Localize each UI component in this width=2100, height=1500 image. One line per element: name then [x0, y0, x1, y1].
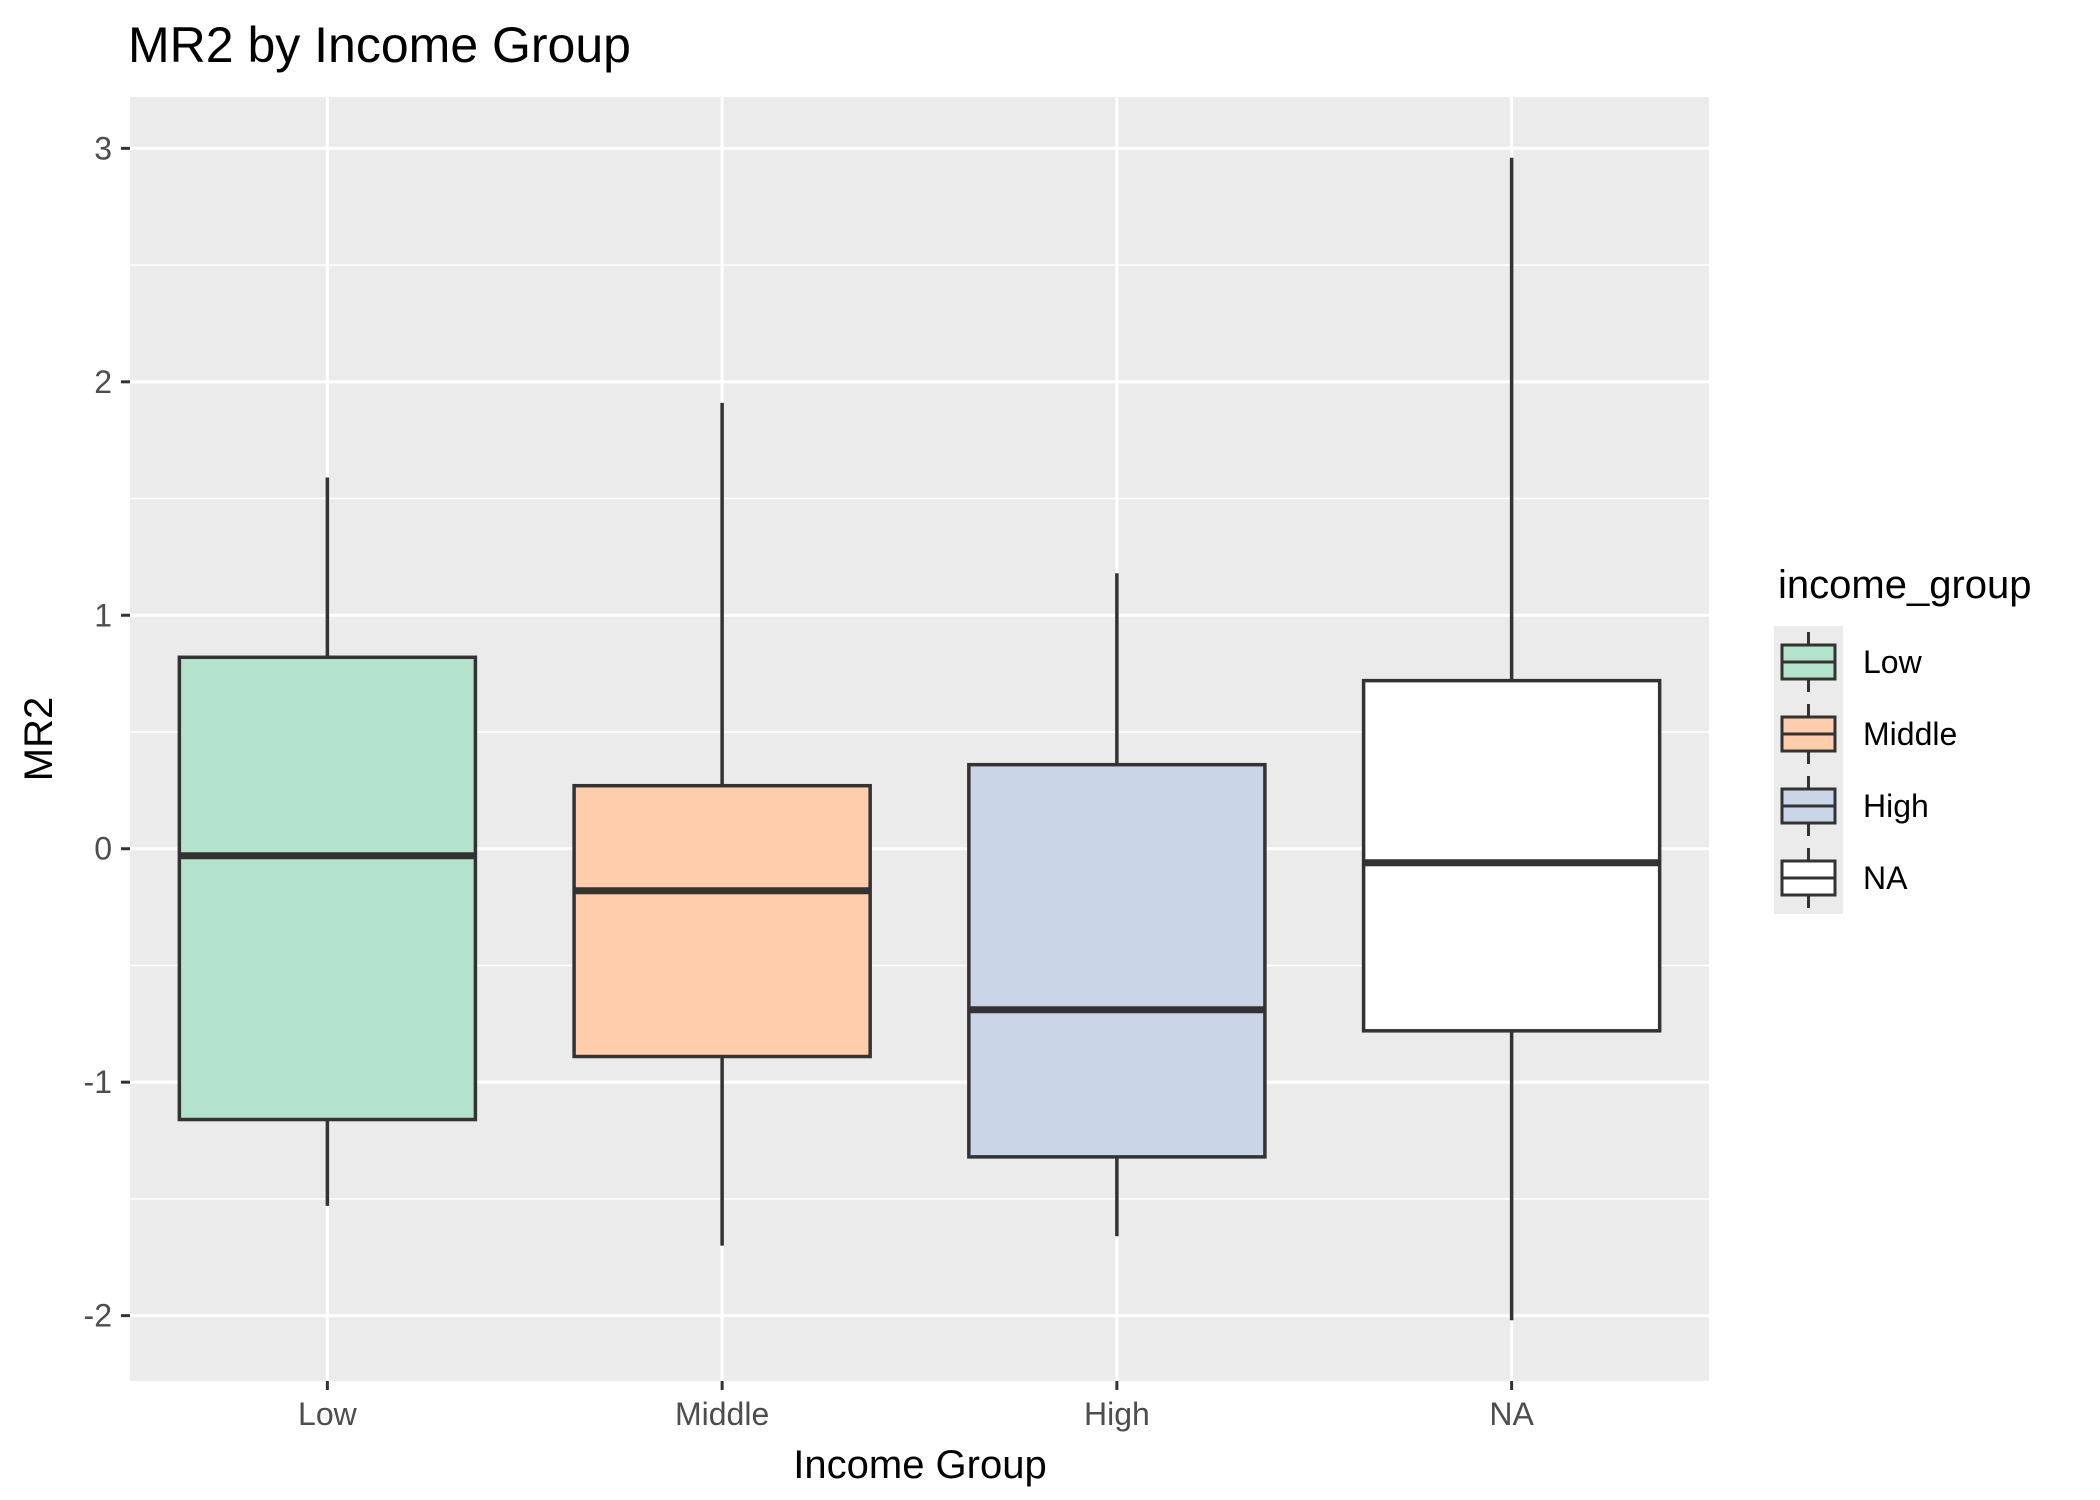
box-high: [967, 573, 1267, 1237]
y-tick-label: 2: [94, 364, 112, 400]
y-axis-title: MR2: [17, 697, 61, 781]
y-tick-label: 1: [94, 597, 112, 633]
legend-item-high: High: [1780, 776, 1929, 836]
legend-item-na: NA: [1780, 848, 1908, 908]
iqr-box: [177, 655, 478, 1122]
x-tick-label: NA: [1489, 1396, 1534, 1432]
x-axis: Low Middle High NA: [298, 1381, 1535, 1432]
box-low: [177, 477, 478, 1206]
y-axis: -2 -1 0 1 2 3: [84, 130, 130, 1334]
boxplots: [177, 157, 1662, 1321]
legend-label: High: [1863, 788, 1929, 824]
legend-label: Low: [1863, 644, 1923, 680]
y-tick-label: -1: [84, 1064, 112, 1100]
legend-item-middle: Middle: [1780, 704, 1957, 764]
x-axis-title: Income Group: [793, 1443, 1046, 1487]
iqr-box: [967, 762, 1267, 1159]
legend-label: Middle: [1863, 716, 1957, 752]
iqr-box: [1361, 678, 1662, 1033]
legend-title: income_group: [1778, 563, 2032, 607]
legend-item-low: Low: [1780, 632, 1923, 692]
x-tick-label: Low: [298, 1396, 358, 1432]
legend: Low Middle High NA: [1774, 626, 1957, 914]
y-tick-label: -2: [84, 1298, 112, 1334]
iqr-box: [572, 783, 872, 1059]
box-na: [1361, 157, 1662, 1321]
chart-title: MR2 by Income Group: [128, 17, 631, 73]
legend-label: NA: [1863, 860, 1908, 896]
y-tick-label: 0: [94, 831, 112, 867]
x-tick-label: Middle: [675, 1396, 769, 1432]
y-tick-label: 3: [94, 130, 112, 166]
x-tick-label: High: [1084, 1396, 1150, 1432]
box-middle: [572, 402, 872, 1246]
